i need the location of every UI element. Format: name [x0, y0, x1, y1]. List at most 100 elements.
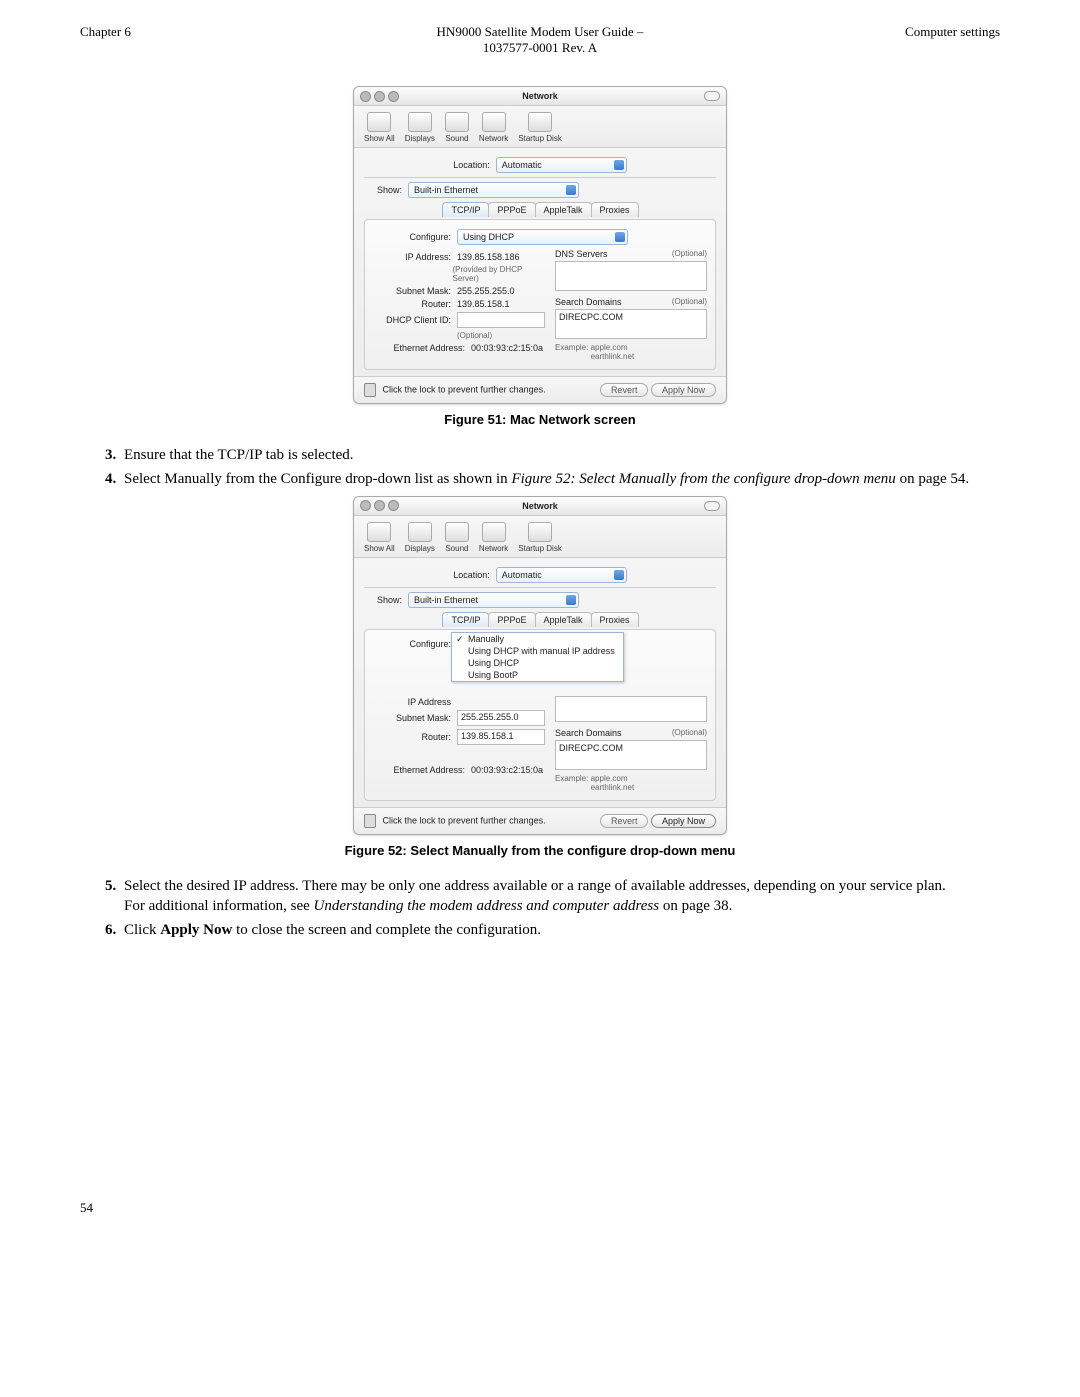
revert-button[interactable]: Revert — [600, 383, 649, 397]
sound-icon — [445, 522, 469, 542]
header-section: Computer settings — [820, 24, 1000, 56]
ip-note: (Provided by DHCP Server) — [453, 265, 545, 283]
step-5: Select the desired IP address. There may… — [120, 876, 1000, 917]
toolbar-network[interactable]: Network — [479, 522, 508, 553]
dns-servers-input[interactable] — [555, 261, 707, 291]
header-title-line1: HN9000 Satellite Modem User Guide – — [437, 24, 644, 39]
subnet-label: Subnet Mask: — [373, 713, 457, 723]
toolbar-startup-disk[interactable]: Startup Disk — [518, 522, 562, 553]
toolbar-show-all[interactable]: Show All — [364, 112, 395, 143]
search-optional: (Optional) — [672, 728, 707, 737]
figure-52-caption: Figure 52: Select Manually from the conf… — [80, 843, 1000, 858]
lock-text: Click the lock to prevent further change… — [383, 815, 546, 825]
router-label: Router: — [373, 732, 457, 742]
dhcp-client-input[interactable] — [457, 312, 545, 328]
dns-optional: (Optional) — [672, 249, 707, 258]
instruction-steps-3-4: Ensure that the TCP/IP tab is selected. … — [80, 445, 1000, 490]
figure-51-caption: Figure 51: Mac Network screen — [80, 412, 1000, 427]
search-domains-label: Search Domains — [555, 728, 622, 738]
example-label: Example: — [555, 774, 588, 783]
toolbar-displays[interactable]: Displays — [405, 112, 435, 143]
lock-icon[interactable] — [364, 383, 376, 397]
step-5-ref: Understanding the modem address and comp… — [314, 898, 660, 914]
configure-option-bootp[interactable]: Using BootP — [452, 669, 623, 681]
dns-servers-input[interactable] — [555, 696, 707, 722]
example-row: Example: apple.com Example: earthlink.ne… — [555, 343, 707, 361]
tcpip-panel: Configure: Manually Using DHCP with manu… — [364, 629, 716, 801]
apply-now-button[interactable]: Apply Now — [651, 814, 716, 828]
page-header: Chapter 6 HN9000 Satellite Modem User Gu… — [80, 24, 1000, 56]
step-4-figure-ref: Figure 52: Select Manually from the conf… — [511, 471, 895, 487]
configure-select[interactable]: Using DHCP — [457, 229, 628, 245]
toolbar-displays[interactable]: Displays — [405, 522, 435, 553]
header-center: HN9000 Satellite Modem User Guide – 1037… — [260, 24, 820, 56]
example-value1: apple.com — [591, 343, 628, 352]
toolbar-sound[interactable]: Sound — [445, 522, 469, 553]
window-titlebar: Network — [354, 497, 726, 516]
network-tabs: TCP/IP PPPoE AppleTalk Proxies — [364, 202, 716, 217]
apply-now-button[interactable]: Apply Now — [651, 383, 716, 397]
startup-disk-icon — [528, 112, 552, 132]
search-domains-input[interactable]: DIRECPC.COM — [555, 740, 707, 770]
tab-appletalk[interactable]: AppleTalk — [535, 202, 592, 217]
tab-pppoe[interactable]: PPPoE — [488, 612, 535, 627]
preferences-toolbar: Show All Displays Sound Network Startup … — [354, 106, 726, 148]
tab-proxies[interactable]: Proxies — [591, 202, 639, 217]
toolbar-sound[interactable]: Sound — [445, 112, 469, 143]
toolbar-network[interactable]: Network — [479, 112, 508, 143]
dhcp-client-note: (Optional) — [457, 331, 492, 340]
window-titlebar: Network — [354, 87, 726, 106]
example-value2: earthlink.net — [591, 783, 635, 792]
lock-text: Click the lock to prevent further change… — [383, 384, 546, 394]
configure-option-dhcp[interactable]: Using DHCP — [452, 657, 623, 669]
toolbar-toggle-icon[interactable] — [704, 91, 720, 101]
router-input[interactable]: 139.85.158.1 — [457, 729, 545, 745]
ethernet-value: 00:03:93:c2:15:0a — [471, 765, 543, 775]
show-label: Show: — [364, 185, 408, 195]
ethernet-value: 00:03:93:c2:15:0a — [471, 343, 543, 353]
search-domains-input[interactable]: DIRECPC.COM — [555, 309, 707, 339]
subnet-input[interactable]: 255.255.255.0 — [457, 710, 545, 726]
subnet-label: Subnet Mask: — [373, 286, 457, 296]
tab-tcpip[interactable]: TCP/IP — [442, 202, 489, 217]
tab-pppoe[interactable]: PPPoE — [488, 202, 535, 217]
lock-row: Click the lock to prevent further change… — [364, 383, 546, 397]
tab-proxies[interactable]: Proxies — [591, 612, 639, 627]
tab-appletalk[interactable]: AppleTalk — [535, 612, 592, 627]
instruction-steps-5-6: Select the desired IP address. There may… — [80, 876, 1000, 941]
example-row: Example: apple.com Example: earthlink.ne… — [555, 774, 707, 792]
configure-option-manually[interactable]: Manually — [452, 633, 623, 645]
location-select[interactable]: Automatic — [496, 157, 627, 173]
window-title: Network — [354, 91, 726, 101]
ethernet-label: Ethernet Address: — [373, 343, 471, 353]
ethernet-label: Ethernet Address: — [373, 765, 471, 775]
show-select[interactable]: Built-in Ethernet — [408, 592, 579, 608]
dhcp-client-label: DHCP Client ID: — [373, 315, 457, 325]
configure-option-dhcp-manual[interactable]: Using DHCP with manual IP address — [452, 645, 623, 657]
step-6: Click Apply Now to close the screen and … — [120, 920, 1000, 940]
location-select[interactable]: Automatic — [496, 567, 627, 583]
show-label: Show: — [364, 595, 408, 605]
revert-button[interactable]: Revert — [600, 814, 649, 828]
ip-label: IP Address: — [373, 252, 457, 262]
displays-icon — [408, 112, 432, 132]
example-value2: earthlink.net — [591, 352, 635, 361]
step-6-apply-now: Apply Now — [160, 922, 232, 938]
page-number: 54 — [80, 1200, 1000, 1216]
sound-icon — [445, 112, 469, 132]
search-optional: (Optional) — [672, 297, 707, 306]
step-4: Select Manually from the Configure drop-… — [120, 469, 1000, 489]
search-domains-label: Search Domains — [555, 297, 622, 307]
configure-dropdown-menu: Manually Using DHCP with manual IP addre… — [451, 632, 624, 682]
preferences-toolbar: Show All Displays Sound Network Startup … — [354, 516, 726, 558]
show-select[interactable]: Built-in Ethernet — [408, 182, 579, 198]
toolbar-show-all[interactable]: Show All — [364, 522, 395, 553]
tcpip-panel: Configure: Using DHCP IP Address:139.85.… — [364, 219, 716, 370]
lock-icon[interactable] — [364, 814, 376, 828]
toolbar-startup-disk[interactable]: Startup Disk — [518, 112, 562, 143]
mac-network-window-fig51: Network Show All Displays Sound Network … — [353, 86, 727, 404]
tab-tcpip[interactable]: TCP/IP — [442, 612, 489, 627]
dns-label: DNS Servers — [555, 249, 608, 259]
toolbar-toggle-icon[interactable] — [704, 501, 720, 511]
step-3: Ensure that the TCP/IP tab is selected. — [120, 445, 1000, 465]
